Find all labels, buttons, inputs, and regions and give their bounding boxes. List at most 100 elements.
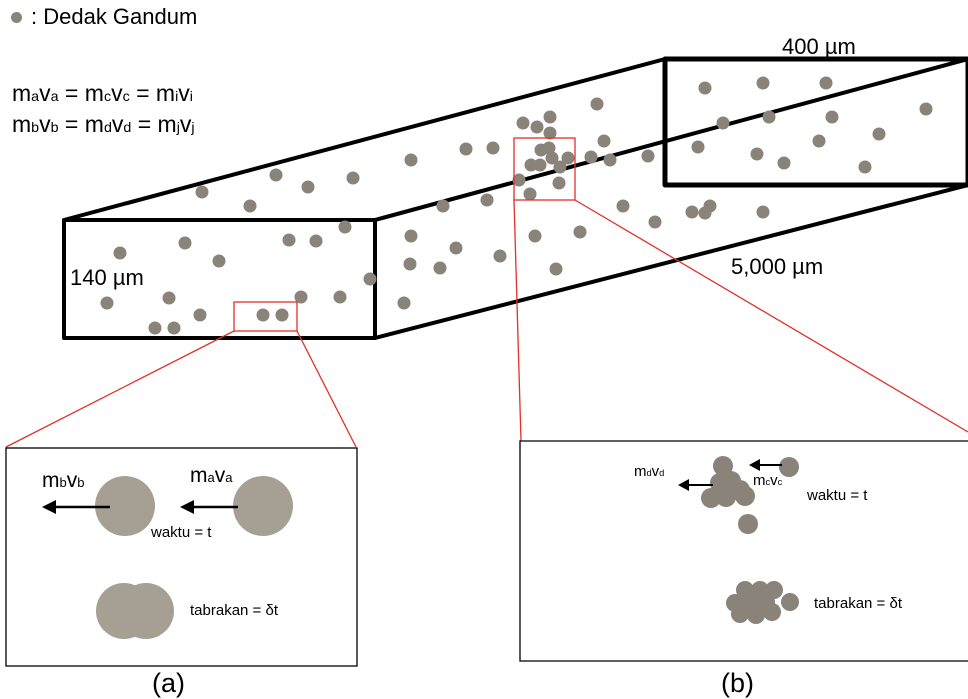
particle	[212, 254, 226, 268]
particle-b	[95, 476, 155, 536]
particle	[872, 127, 886, 141]
particle	[553, 160, 567, 174]
particle	[825, 110, 839, 124]
particle	[275, 308, 289, 322]
particle	[403, 257, 417, 271]
particle	[543, 126, 557, 140]
legend-label: : Dedak Gandum	[31, 4, 198, 29]
particle	[243, 199, 257, 213]
particle	[919, 102, 933, 116]
inset-b-caption: (b)	[721, 668, 754, 698]
particle	[648, 215, 662, 229]
particle	[534, 143, 548, 157]
particle	[459, 142, 473, 156]
height-dimension-label: 140 µm	[70, 265, 144, 290]
particle	[858, 160, 872, 174]
inset-b-time-label: waktu = t	[807, 487, 868, 504]
inset-a-momentum-b-label: mbvb	[42, 469, 85, 492]
particle	[113, 246, 127, 260]
particle	[346, 171, 360, 185]
particle	[545, 151, 559, 165]
particle	[716, 116, 730, 130]
inset-a-momentum-a-label: mava	[190, 464, 233, 487]
particle-a	[233, 476, 293, 536]
legend-dot-icon	[11, 12, 22, 23]
particle	[561, 151, 575, 165]
particle	[762, 110, 776, 124]
particle	[294, 290, 308, 304]
particle	[512, 173, 526, 187]
particle	[603, 153, 617, 167]
particle	[685, 205, 699, 219]
particle	[819, 76, 833, 90]
particle	[573, 225, 587, 239]
particle	[552, 176, 566, 190]
particle	[698, 81, 712, 95]
particle	[530, 120, 544, 134]
particle	[436, 199, 450, 213]
particle	[584, 150, 598, 164]
particle	[590, 97, 604, 111]
particle	[549, 262, 563, 276]
inset-a-frame	[5, 447, 358, 667]
particle	[338, 220, 352, 234]
particle	[148, 321, 162, 335]
particle	[433, 261, 447, 275]
particle	[449, 241, 463, 255]
particle	[533, 158, 547, 172]
particle	[750, 147, 764, 161]
particle	[363, 272, 377, 286]
inset-a-caption: (a)	[152, 668, 185, 698]
particle	[309, 234, 323, 248]
inset-b-frame	[519, 440, 968, 662]
particle	[516, 116, 530, 130]
inset-a-time-label: waktu = t	[151, 524, 212, 541]
length-dimension-label: 5,000 µm	[731, 254, 824, 279]
particle	[493, 249, 507, 263]
width-dimension-label: 400 µm	[782, 34, 856, 59]
particle	[301, 180, 315, 194]
particle	[256, 308, 270, 322]
zoom-box-a	[233, 301, 298, 332]
particle	[698, 206, 712, 220]
inset-a-particles	[95, 476, 293, 639]
inset-b-particles	[701, 456, 799, 624]
particle	[691, 140, 705, 154]
particle	[178, 236, 192, 250]
particle	[167, 321, 181, 335]
particle	[162, 291, 176, 305]
inset-b-collision-label: tabrakan = δt	[814, 595, 902, 612]
zoom-indicators	[5, 137, 968, 448]
particle	[543, 110, 557, 124]
particle	[528, 229, 542, 243]
particle	[333, 290, 347, 304]
particle	[641, 149, 655, 163]
particle	[397, 296, 411, 310]
particle	[812, 134, 826, 148]
particle	[269, 168, 283, 182]
channel-outline	[62, 56, 968, 340]
particle	[195, 185, 209, 199]
particle	[480, 193, 494, 207]
particle	[524, 158, 538, 172]
particle	[404, 153, 418, 167]
inset-panels	[5, 440, 968, 667]
particle	[523, 187, 537, 201]
particle	[193, 308, 207, 322]
particle	[282, 233, 296, 247]
equation-line-2: mbvb = mdvd = mjvj	[12, 111, 195, 137]
inset-b-momentum-c-label: mcvc	[753, 472, 783, 489]
particle	[100, 296, 114, 310]
inset-b-momentum-d-label: mdvd	[634, 463, 665, 480]
velocity-arrows	[42, 459, 782, 514]
particle-field	[100, 76, 933, 335]
particle	[597, 134, 611, 148]
equation-line-1: mava = mcvc = mivi	[12, 80, 193, 106]
particle	[777, 156, 791, 170]
collision-particle-2	[118, 583, 174, 639]
particle	[486, 141, 500, 155]
particle	[616, 199, 630, 213]
particle	[404, 229, 418, 243]
particle	[756, 205, 770, 219]
